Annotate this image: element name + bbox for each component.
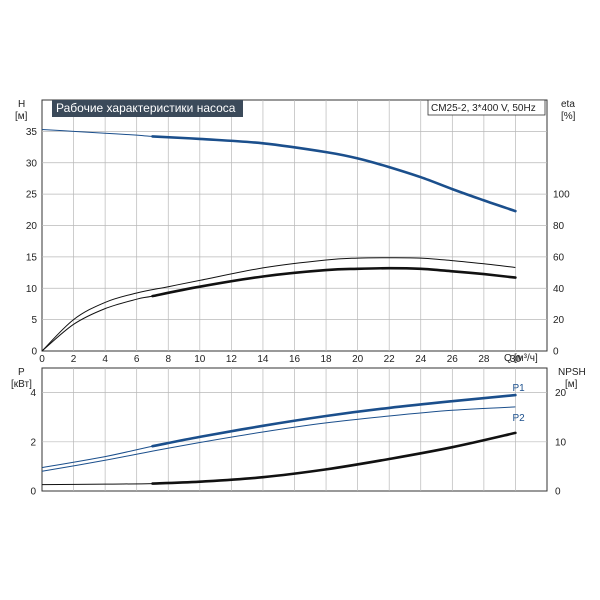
upper-grid xyxy=(42,100,547,351)
x-axis-unit: [м³/ч] xyxy=(514,353,538,364)
y-left-tick-label: 25 xyxy=(26,190,38,201)
x-tick-label: 8 xyxy=(165,354,171,365)
x-tick-label: 16 xyxy=(289,354,301,365)
y-left-axis-unit: [м] xyxy=(15,111,28,122)
y-right-tick-label: 20 xyxy=(553,315,565,326)
p1-curve-thick xyxy=(151,393,517,448)
series-0-curve-thin xyxy=(41,129,516,212)
npsh-curve-thick xyxy=(151,431,517,485)
y-left-lower-tick-label: 2 xyxy=(30,437,36,448)
lower-curves: P1 P2 xyxy=(41,383,525,486)
p2-curve-thin xyxy=(41,406,516,472)
y-left-tick-label: 20 xyxy=(26,221,38,232)
x-tick-label: 14 xyxy=(257,354,269,365)
x-tick-label: 22 xyxy=(384,354,396,365)
x-tick-label: 24 xyxy=(415,354,427,365)
x-tick-label: 2 xyxy=(71,354,77,365)
y-right-lower-tick-label: 0 xyxy=(555,487,561,498)
chart-title-box xyxy=(52,100,243,117)
y-right-tick-label: 100 xyxy=(553,190,570,201)
x-tick-label: 30 xyxy=(510,354,522,365)
y-right-axis-unit: [%] xyxy=(561,111,576,122)
y-right-tick-label: 0 xyxy=(553,347,559,358)
x-tick-label: 12 xyxy=(226,354,238,365)
y-left-tick-label: 10 xyxy=(26,284,38,295)
y-right-lower-tick-label: 20 xyxy=(555,388,567,399)
y-left-lower-axis-unit: [кВт] xyxy=(11,379,32,390)
x-tick-label: 26 xyxy=(447,354,459,365)
y-left-lower-tick-label: 4 xyxy=(30,388,36,399)
y-left-tick-label: 30 xyxy=(26,158,38,169)
upper-curves xyxy=(41,129,517,352)
y-left-lower-tick-label: 0 xyxy=(30,487,36,498)
y-left-tick-label: 15 xyxy=(26,252,38,263)
y-right-tick-label: 60 xyxy=(553,252,565,263)
x-tick-label: 28 xyxy=(478,354,490,365)
series-1-curve-thin xyxy=(41,257,516,352)
chart-title: Рабочие характеристики насоса xyxy=(56,101,236,115)
upper-tick-labels: 0 2 4 6 8 10 12 14 16 18 20 22 24 26 28 300510152025303… xyxy=(26,127,570,365)
p1-curve-thin xyxy=(41,394,516,469)
curve-label-p1: P1 xyxy=(512,383,525,394)
y-right-lower-tick-label: 10 xyxy=(555,437,567,448)
y-right-tick-label: 40 xyxy=(553,284,565,295)
y-left-lower-axis-name: P xyxy=(18,367,25,378)
y-right-lower-axis-unit: [м] xyxy=(565,379,578,390)
x-tick-label: 18 xyxy=(321,354,333,365)
x-tick-label: 10 xyxy=(194,354,206,365)
x-tick-label: 4 xyxy=(102,354,108,365)
series-2-curve-thick xyxy=(151,266,517,298)
curve-label-p2: P2 xyxy=(512,413,525,424)
y-left-axis-name: H xyxy=(18,99,25,110)
y-left-tick-label: 35 xyxy=(26,127,38,138)
x-tick-label: 0 xyxy=(39,354,45,365)
y-right-axis-name: eta xyxy=(561,99,575,110)
x-axis-name: Q xyxy=(504,353,512,364)
x-tick-label: 20 xyxy=(352,354,364,365)
y-right-tick-label: 80 xyxy=(553,221,565,232)
model-label-box xyxy=(427,99,546,116)
y-left-tick-label: 5 xyxy=(31,315,37,326)
y-right-lower-axis-name: NPSH xyxy=(558,367,586,378)
series-0-curve-thick xyxy=(151,135,517,213)
y-left-tick-label: 0 xyxy=(31,347,37,358)
x-tick-label: 6 xyxy=(134,354,140,365)
lower-grid xyxy=(42,368,547,491)
lower-tick-labels: 0 2 4 0 10 20 xyxy=(30,388,566,497)
model-label: CM25-2, 3*400 V, 50Hz xyxy=(431,103,536,114)
series-2-curve-thin xyxy=(41,267,516,352)
